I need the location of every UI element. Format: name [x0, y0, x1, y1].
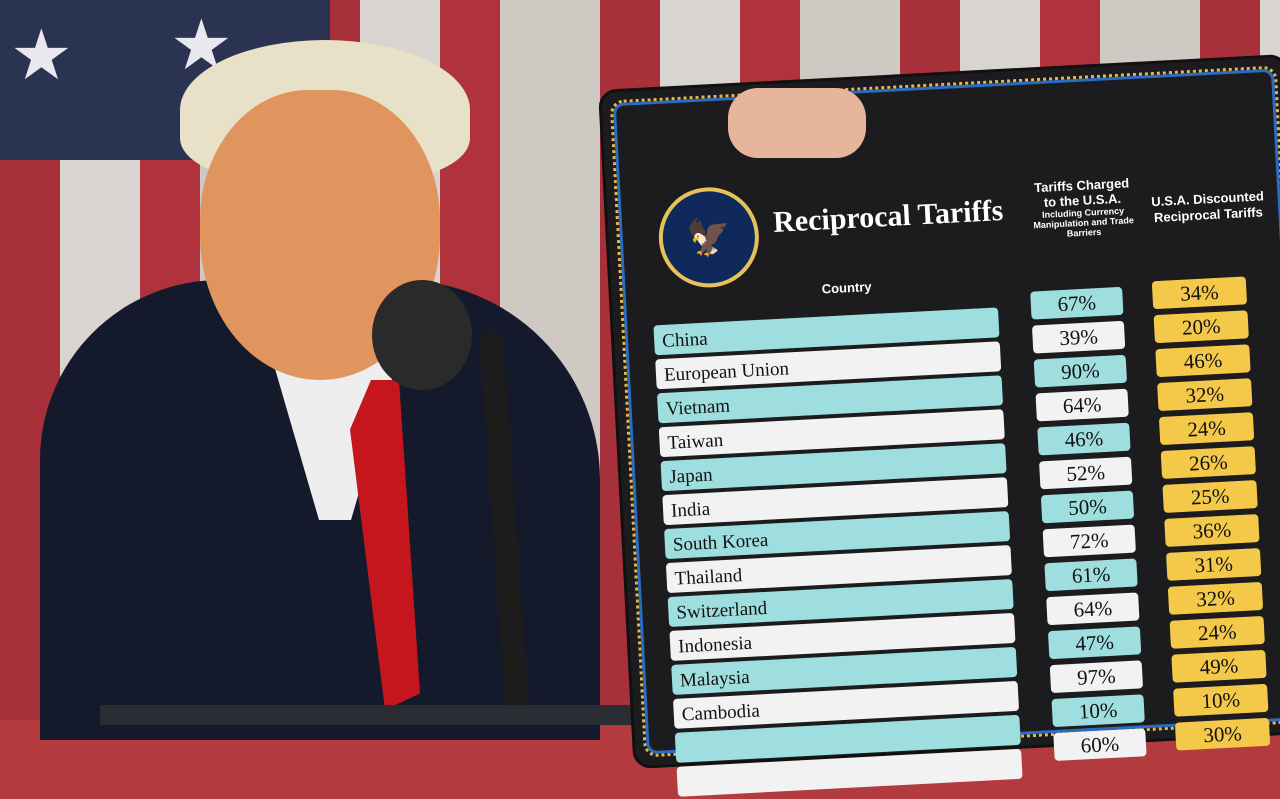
hand: [728, 88, 866, 158]
tariff-board: 🦅 Reciprocal Tariffs Country Tariffs Cha…: [598, 53, 1280, 797]
star-icon: ★: [10, 16, 73, 94]
reciprocal-cell: 10%: [1173, 683, 1269, 717]
charged-cell: 67%: [1030, 286, 1124, 320]
charged-cell: 52%: [1039, 456, 1133, 490]
reciprocal-cell: 34%: [1151, 276, 1248, 310]
charged-cell: 47%: [1047, 626, 1142, 660]
reciprocal-cell: 32%: [1167, 581, 1264, 615]
charged-cell: 60%: [1053, 728, 1147, 762]
charged-header-title: Tariffs Charged to the U.S.A.: [1033, 175, 1130, 210]
reciprocal-cell: 26%: [1160, 446, 1257, 480]
charged-cell: 46%: [1037, 422, 1131, 456]
reciprocal-cell: 24%: [1169, 615, 1265, 649]
reciprocal-cell: 46%: [1155, 344, 1251, 378]
microphone-icon: [372, 280, 472, 390]
charged-header: Tariffs Charged to the U.S.A. Including …: [1026, 175, 1139, 241]
reciprocal-cell: 20%: [1153, 310, 1249, 344]
charged-cell: 72%: [1042, 524, 1136, 558]
reciprocal-cell: 49%: [1171, 649, 1267, 683]
charged-cell: 97%: [1049, 660, 1144, 694]
charged-cell: 50%: [1040, 490, 1135, 524]
charged-cell: 64%: [1035, 388, 1129, 422]
reciprocal-cell: 36%: [1164, 514, 1260, 547]
charged-cell: 61%: [1044, 558, 1138, 592]
reciprocal-cell: 32%: [1157, 378, 1253, 412]
discounted-header: U.S.A. Discounted Reciprocal Tariffs: [1150, 188, 1265, 226]
reciprocal-cell: 25%: [1162, 480, 1258, 513]
country-header: Country: [821, 278, 872, 297]
charged-cell: 39%: [1031, 320, 1126, 354]
charged-cell: 90%: [1033, 354, 1128, 388]
reciprocal-cell: 31%: [1166, 547, 1262, 581]
reciprocal-cell: 30%: [1174, 717, 1271, 751]
charged-header-subtitle: Including Currency Manipulation and Trad…: [1033, 205, 1135, 239]
charged-cell: 10%: [1051, 694, 1145, 728]
reciprocal-cell: 24%: [1158, 412, 1255, 446]
charged-cell: 64%: [1046, 592, 1140, 626]
